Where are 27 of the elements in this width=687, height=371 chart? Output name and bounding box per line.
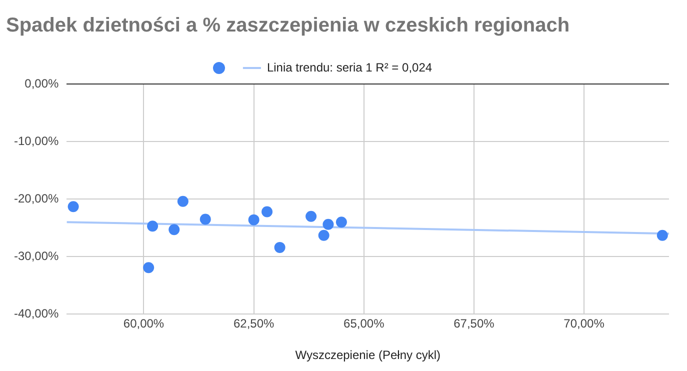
point [147, 220, 158, 232]
x-tick-label: 70,00% [564, 316, 605, 331]
point [248, 214, 260, 226]
x-tick-label: 67,50% [454, 316, 495, 331]
point [656, 230, 668, 241]
y-tick-label: -30,00% [14, 248, 60, 263]
point [177, 196, 188, 207]
x-tick-label: 65,00% [344, 316, 385, 331]
y-tick-label: -40,00% [14, 306, 60, 321]
point [336, 216, 347, 228]
point [274, 242, 286, 253]
y-tick-label: -10,00% [14, 134, 60, 148]
y-tick-label: -20,00% [14, 191, 60, 206]
point [322, 218, 334, 230]
x-axis-title: Wyszczepienie (Pełny cykl) [295, 348, 440, 362]
x-tick-label: 60,00% [123, 316, 164, 331]
point [262, 206, 273, 218]
y-tick-label: 0,00% [24, 76, 60, 90]
x-tick-label: 62,50% [233, 316, 274, 331]
point [143, 262, 154, 274]
point [68, 201, 79, 212]
chart-title: Spadek dzietności a % zaszczepienia w czeskich regionach [6, 14, 570, 37]
point [168, 224, 180, 236]
point [200, 214, 211, 225]
point [318, 230, 330, 241]
legend-label: Linia trendu: seria 1 R² = 0,024 [266, 60, 432, 74]
point [306, 210, 317, 222]
